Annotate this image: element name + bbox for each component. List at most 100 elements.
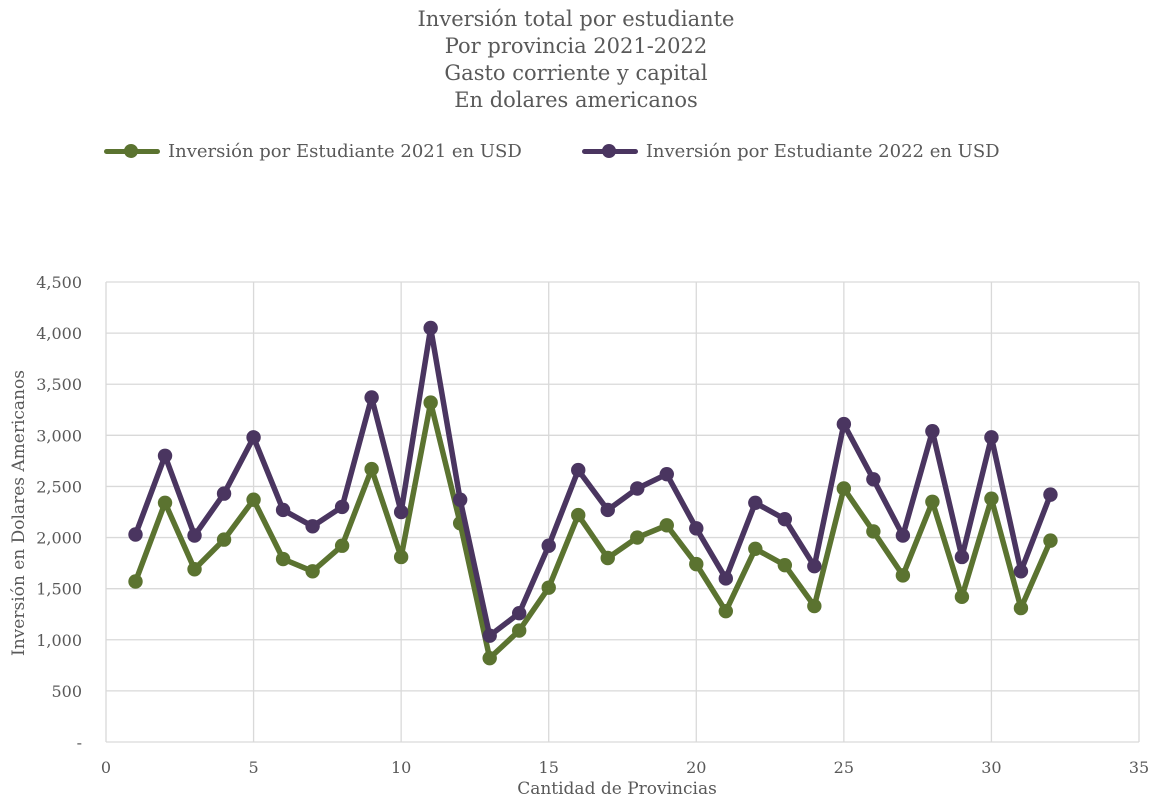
y-axis-title: Inversión en Dolares Americanos (9, 370, 29, 656)
legend-swatch-2021 (104, 141, 160, 161)
data-point-2022[interactable] (777, 511, 793, 527)
chart-title: Inversión total por estudiante Por provi… (0, 6, 1152, 114)
data-point-2022[interactable] (541, 538, 556, 553)
data-point-2022[interactable] (393, 504, 409, 520)
data-point-2022[interactable] (1043, 487, 1058, 502)
chart-title-line-2: Por provincia 2021-2022 (444, 34, 708, 58)
x-tick-label: 5 (248, 758, 258, 777)
data-point-2022[interactable] (157, 448, 173, 463)
data-point-2021[interactable] (807, 598, 822, 614)
chart-title-line-4: En dolares americanos (454, 88, 698, 112)
series-line-2022 (132, 325, 1054, 639)
data-point-2022[interactable] (512, 606, 527, 621)
x-tick-label: 25 (834, 758, 854, 777)
data-point-2021[interactable] (748, 541, 763, 556)
data-point-2022[interactable] (895, 528, 911, 543)
data-point-2021[interactable] (777, 557, 793, 573)
y-tick-label: 2,000 (36, 529, 82, 548)
data-point-2022[interactable] (659, 466, 674, 482)
data-point-2022[interactable] (600, 502, 615, 518)
x-tick-label: 0 (101, 758, 111, 777)
data-point-2022[interactable] (866, 472, 881, 487)
data-point-2021[interactable] (718, 603, 733, 619)
y-tick-label: 4,000 (36, 324, 82, 343)
chart-legend: Inversión por Estudiante 2021 en USD Inv… (104, 138, 1060, 164)
data-point-2022[interactable] (482, 628, 497, 643)
data-point-2022[interactable] (807, 558, 822, 574)
legend-swatch-2022 (581, 141, 638, 161)
data-point-2022[interactable] (364, 390, 379, 405)
y-tick-label: 1,500 (36, 580, 82, 599)
x-axis-title: Cantidad de Provincias (517, 779, 717, 798)
data-point-2022[interactable] (1013, 564, 1029, 579)
data-point-2022[interactable] (423, 320, 438, 336)
chart-title-line-1: Inversión total por estudiante (417, 7, 735, 31)
data-point-2021[interactable] (157, 495, 173, 510)
data-point-2021[interactable] (246, 492, 261, 507)
data-point-2021[interactable] (836, 481, 852, 496)
data-point-2021[interactable] (364, 461, 379, 477)
legend-label-2022: Inversión por Estudiante 2022 en USD (645, 140, 1000, 162)
data-point-2022[interactable] (748, 495, 763, 510)
data-point-2022[interactable] (275, 502, 291, 518)
x-tick-label: 10 (391, 758, 411, 777)
data-point-2022[interactable] (187, 528, 202, 543)
y-tick-label: 1,000 (36, 631, 82, 650)
data-point-2021[interactable] (1013, 600, 1029, 616)
x-tick-label: 20 (686, 758, 706, 777)
data-point-2022[interactable] (836, 416, 852, 432)
series-layer (128, 320, 1058, 666)
y-tick-label: 4,500 (36, 273, 82, 292)
data-point-2021[interactable] (600, 550, 615, 566)
data-point-2021[interactable] (895, 568, 911, 583)
data-point-2021[interactable] (925, 494, 940, 509)
legend-marker-2022 (601, 144, 616, 158)
data-point-2021[interactable] (689, 556, 704, 572)
data-point-2022[interactable] (128, 527, 143, 542)
y-tick-label: 3,500 (36, 375, 82, 394)
data-point-2021[interactable] (1043, 533, 1058, 548)
data-point-2022[interactable] (216, 486, 232, 501)
x-tick-label: 35 (1129, 758, 1149, 777)
data-point-2021[interactable] (128, 574, 143, 589)
y-tick-label: - (77, 733, 82, 752)
data-point-2021[interactable] (482, 650, 497, 666)
data-point-2022[interactable] (571, 462, 586, 478)
legend-label-2021: Inversión por Estudiante 2021 en USD (168, 140, 522, 162)
axis-layer: - 500 1,000 1,500 2,000 2,500 3,000 3,500 4,000 4… (36, 273, 1149, 777)
data-point-2021[interactable] (984, 491, 999, 506)
data-point-2021[interactable] (393, 549, 409, 565)
x-tick-label: 15 (539, 758, 559, 777)
data-point-2021[interactable] (512, 623, 527, 638)
data-point-2022[interactable] (984, 430, 999, 445)
data-point-2022[interactable] (246, 430, 261, 445)
y-tick-label: 500 (51, 682, 82, 701)
legend-item-2021[interactable]: Inversión por Estudiante 2021 en USD (104, 141, 522, 162)
data-point-2021[interactable] (187, 562, 202, 577)
x-tick-label: 30 (981, 758, 1001, 777)
data-point-2022[interactable] (925, 424, 940, 439)
series-line-2021 (132, 399, 1054, 661)
data-point-2021[interactable] (659, 518, 674, 533)
data-point-2022[interactable] (718, 571, 733, 586)
data-point-2021[interactable] (954, 589, 970, 605)
data-point-2021[interactable] (275, 551, 291, 567)
data-point-2022[interactable] (630, 481, 645, 496)
data-point-2021[interactable] (541, 580, 556, 595)
data-point-2022[interactable] (689, 521, 704, 536)
data-point-2022[interactable] (305, 519, 320, 534)
data-point-2021[interactable] (571, 507, 586, 523)
legend-item-2022[interactable]: Inversión por Estudiante 2022 en USD (581, 140, 1000, 162)
chart-title-line-3: Gasto corriente y capital (444, 61, 708, 85)
data-point-2021[interactable] (216, 532, 232, 547)
data-point-2021[interactable] (334, 538, 350, 553)
data-point-2021[interactable] (630, 530, 645, 545)
data-point-2022[interactable] (334, 499, 350, 515)
data-point-2021[interactable] (866, 524, 881, 539)
data-point-2021[interactable] (423, 395, 438, 410)
data-point-2021[interactable] (305, 564, 320, 579)
data-point-2022[interactable] (452, 492, 468, 507)
data-point-2022[interactable] (954, 549, 970, 565)
y-tick-label: 2,500 (36, 477, 82, 496)
